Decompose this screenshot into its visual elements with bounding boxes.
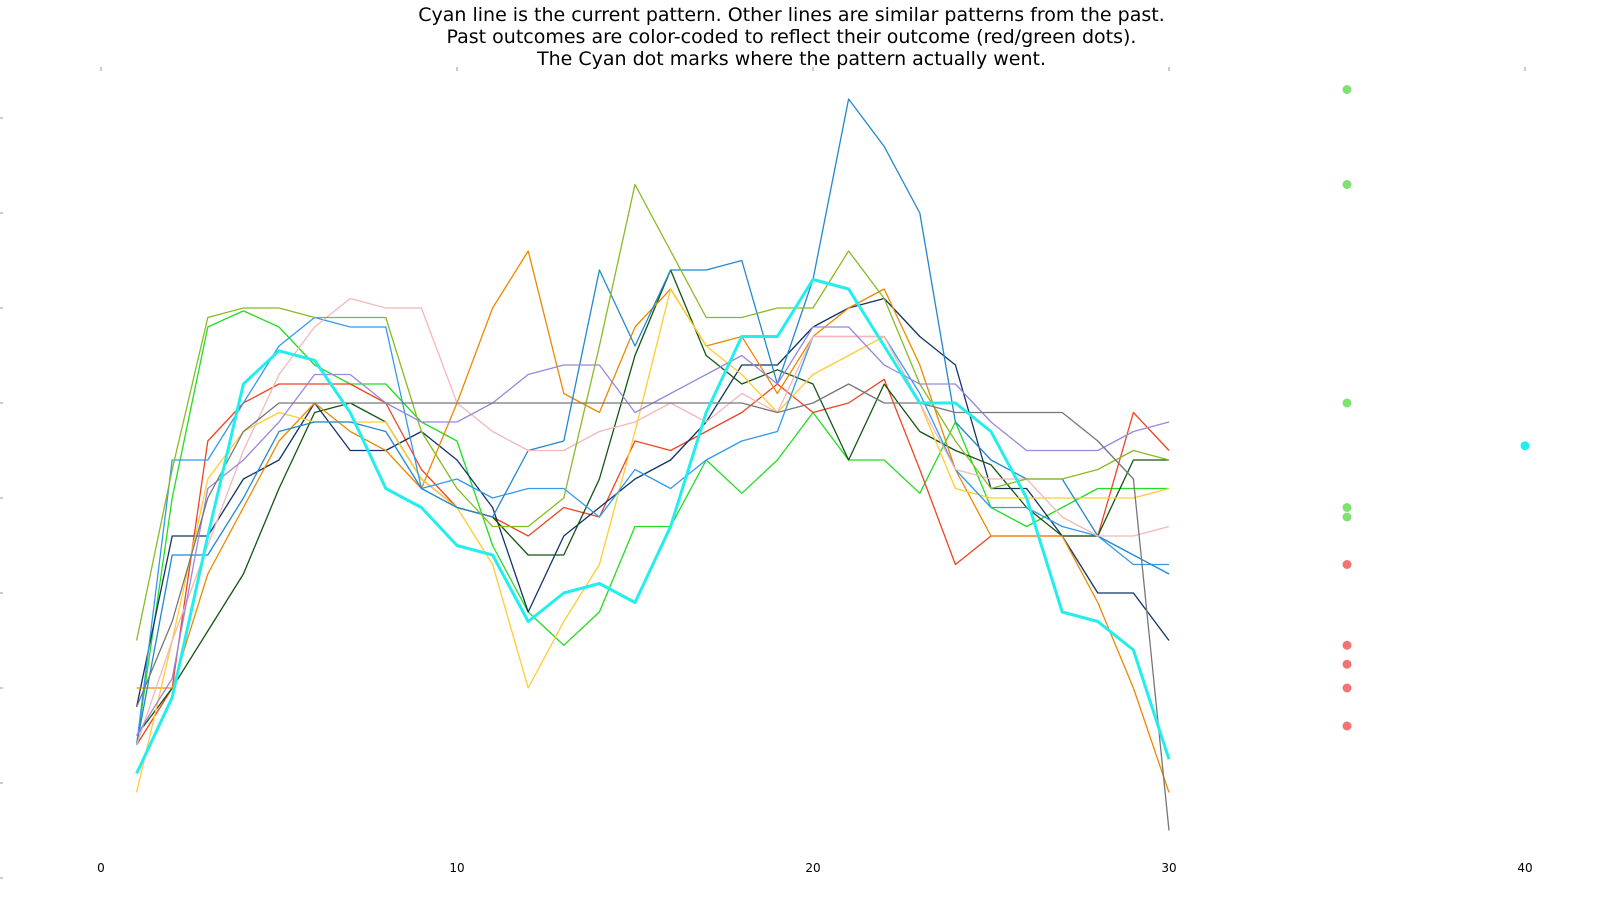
x-tick-label-20: 20 bbox=[805, 861, 820, 875]
past-pattern-line-pink bbox=[135, 297, 1170, 746]
x-tick-label-10: 10 bbox=[449, 861, 464, 875]
outcome-dot-green-3 bbox=[1342, 503, 1352, 512]
outcome-dot-green-4 bbox=[1342, 512, 1352, 522]
past-pattern-line-dark-green bbox=[136, 269, 1169, 736]
outcome-dot-red-1 bbox=[1342, 640, 1352, 650]
actual-outcome-dot bbox=[1520, 441, 1530, 451]
x-tick-label-30: 30 bbox=[1161, 861, 1176, 875]
title-line-2: Past outcomes are color-coded to reflect… bbox=[446, 26, 1137, 48]
outcome-dot-green-1 bbox=[1342, 180, 1352, 189]
past-pattern-line-olive-green bbox=[135, 183, 1170, 641]
past-pattern-line-green bbox=[135, 310, 1169, 746]
past-pattern-line-gray bbox=[135, 383, 1170, 831]
current-pattern-line bbox=[135, 278, 1171, 775]
outcome-dot-red-4 bbox=[1342, 721, 1352, 731]
outcome-dot-green-2 bbox=[1342, 398, 1352, 408]
outcome-dot-red-2 bbox=[1342, 659, 1352, 669]
title-line-3: The Cyan dot marks where the pattern act… bbox=[537, 48, 1046, 70]
x-tick-label-0: 0 bbox=[97, 861, 105, 875]
past-pattern-line-steel-blue bbox=[135, 98, 1170, 746]
outcome-dot-green-0 bbox=[1342, 85, 1352, 94]
x-tick-label-40: 40 bbox=[1517, 861, 1532, 875]
past-pattern-line-orange bbox=[136, 250, 1170, 793]
past-pattern-line-lavender bbox=[136, 326, 1170, 736]
title-line-1: Cyan line is the current pattern. Other … bbox=[418, 4, 1165, 26]
outcome-dot-red-3 bbox=[1342, 683, 1352, 693]
outcome-dot-red-0 bbox=[1342, 560, 1352, 569]
past-pattern-line-sky-blue bbox=[135, 316, 1169, 746]
chart-title: Cyan line is the current pattern. Other … bbox=[0, 4, 1583, 70]
past-pattern-line-yellow bbox=[135, 288, 1170, 793]
past-pattern-line-dark-navy bbox=[135, 297, 1170, 708]
